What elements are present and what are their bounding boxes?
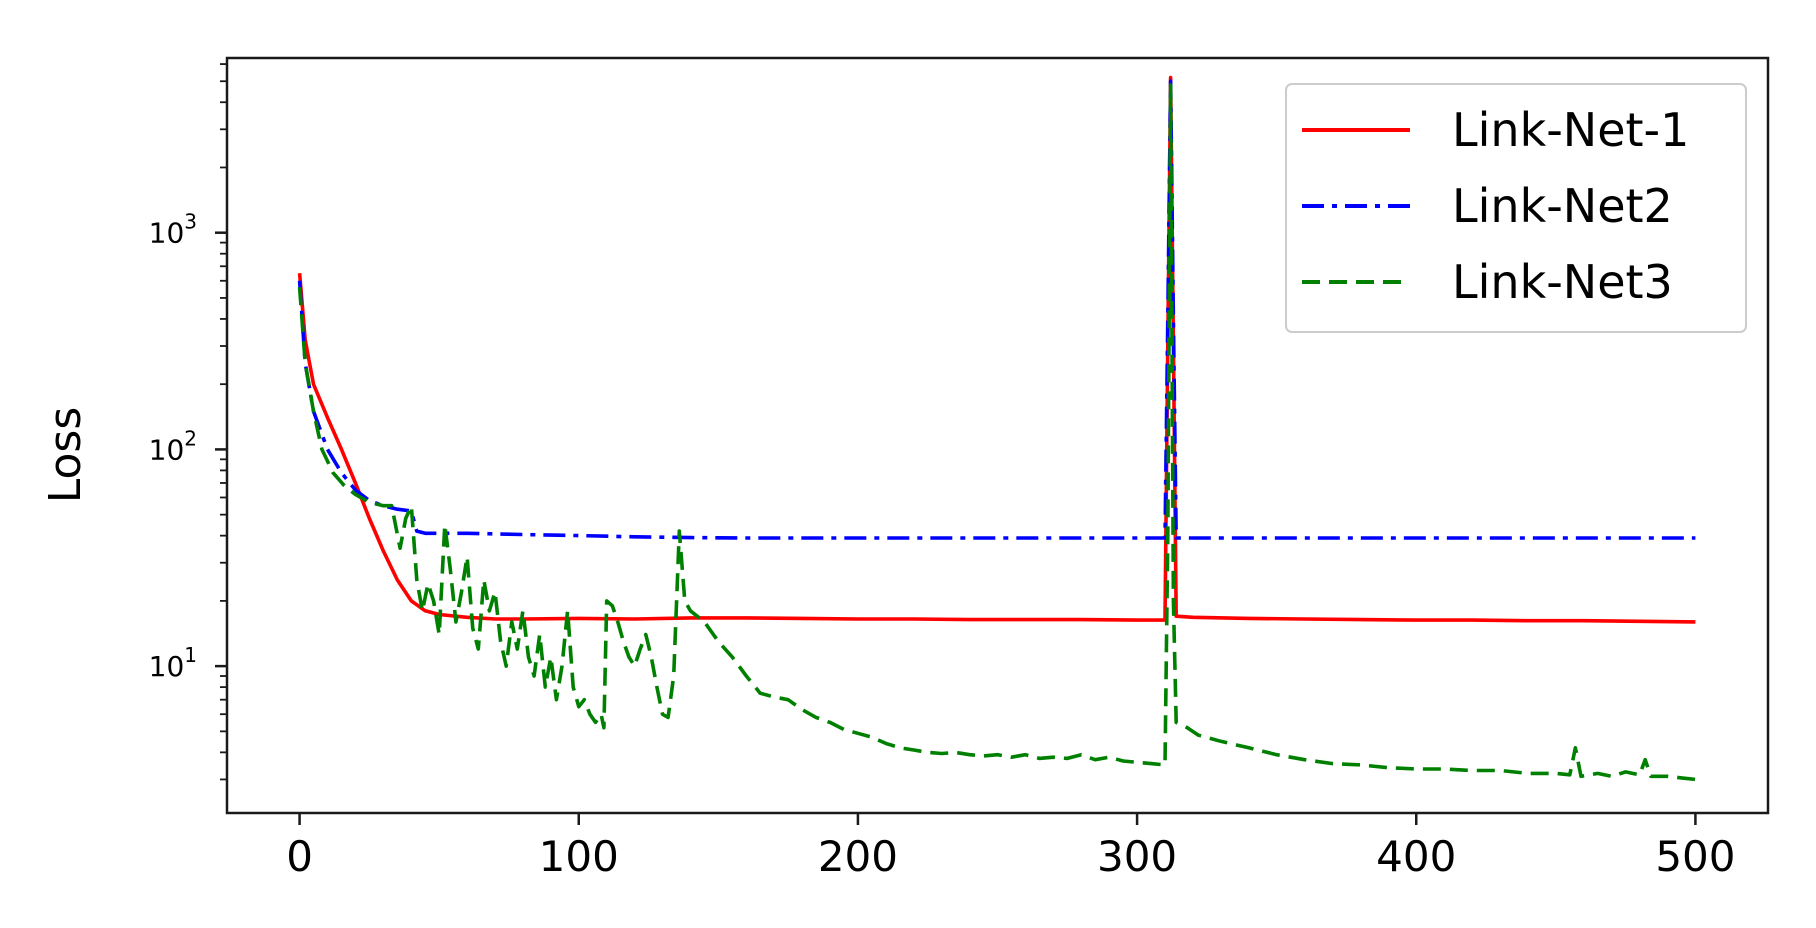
legend-label-1: Link-Net-1 bbox=[1452, 103, 1689, 157]
legend-label-2: Link-Net2 bbox=[1452, 179, 1673, 233]
series-line-3 bbox=[297, 83, 1696, 782]
y-axis-label: Loss bbox=[40, 407, 91, 504]
plot-frame bbox=[225, 56, 1770, 815]
y-axis: 101 102 103 bbox=[149, 63, 227, 781]
series-layer bbox=[297, 75, 1696, 782]
x-tick-label: 100 bbox=[539, 832, 619, 881]
x-axis: 0 100 200 300 400 500 bbox=[286, 813, 1736, 881]
y-tick-label: 103 bbox=[149, 210, 197, 250]
x-tick-label: 400 bbox=[1376, 832, 1456, 881]
x-tick-label: 0 bbox=[286, 832, 313, 881]
x-tick-label: 500 bbox=[1655, 832, 1735, 881]
y-tick-label: 101 bbox=[149, 643, 197, 683]
legend-label-3: Link-Net3 bbox=[1452, 255, 1673, 309]
x-tick-label: 200 bbox=[818, 832, 898, 881]
series-line-1 bbox=[297, 75, 1696, 624]
y-tick-label: 102 bbox=[149, 426, 197, 466]
legend: Link-Net-1 Link-Net2 Link-Net3 bbox=[1285, 83, 1747, 333]
x-tick-label: 300 bbox=[1097, 832, 1177, 881]
legend-box bbox=[1285, 83, 1747, 333]
